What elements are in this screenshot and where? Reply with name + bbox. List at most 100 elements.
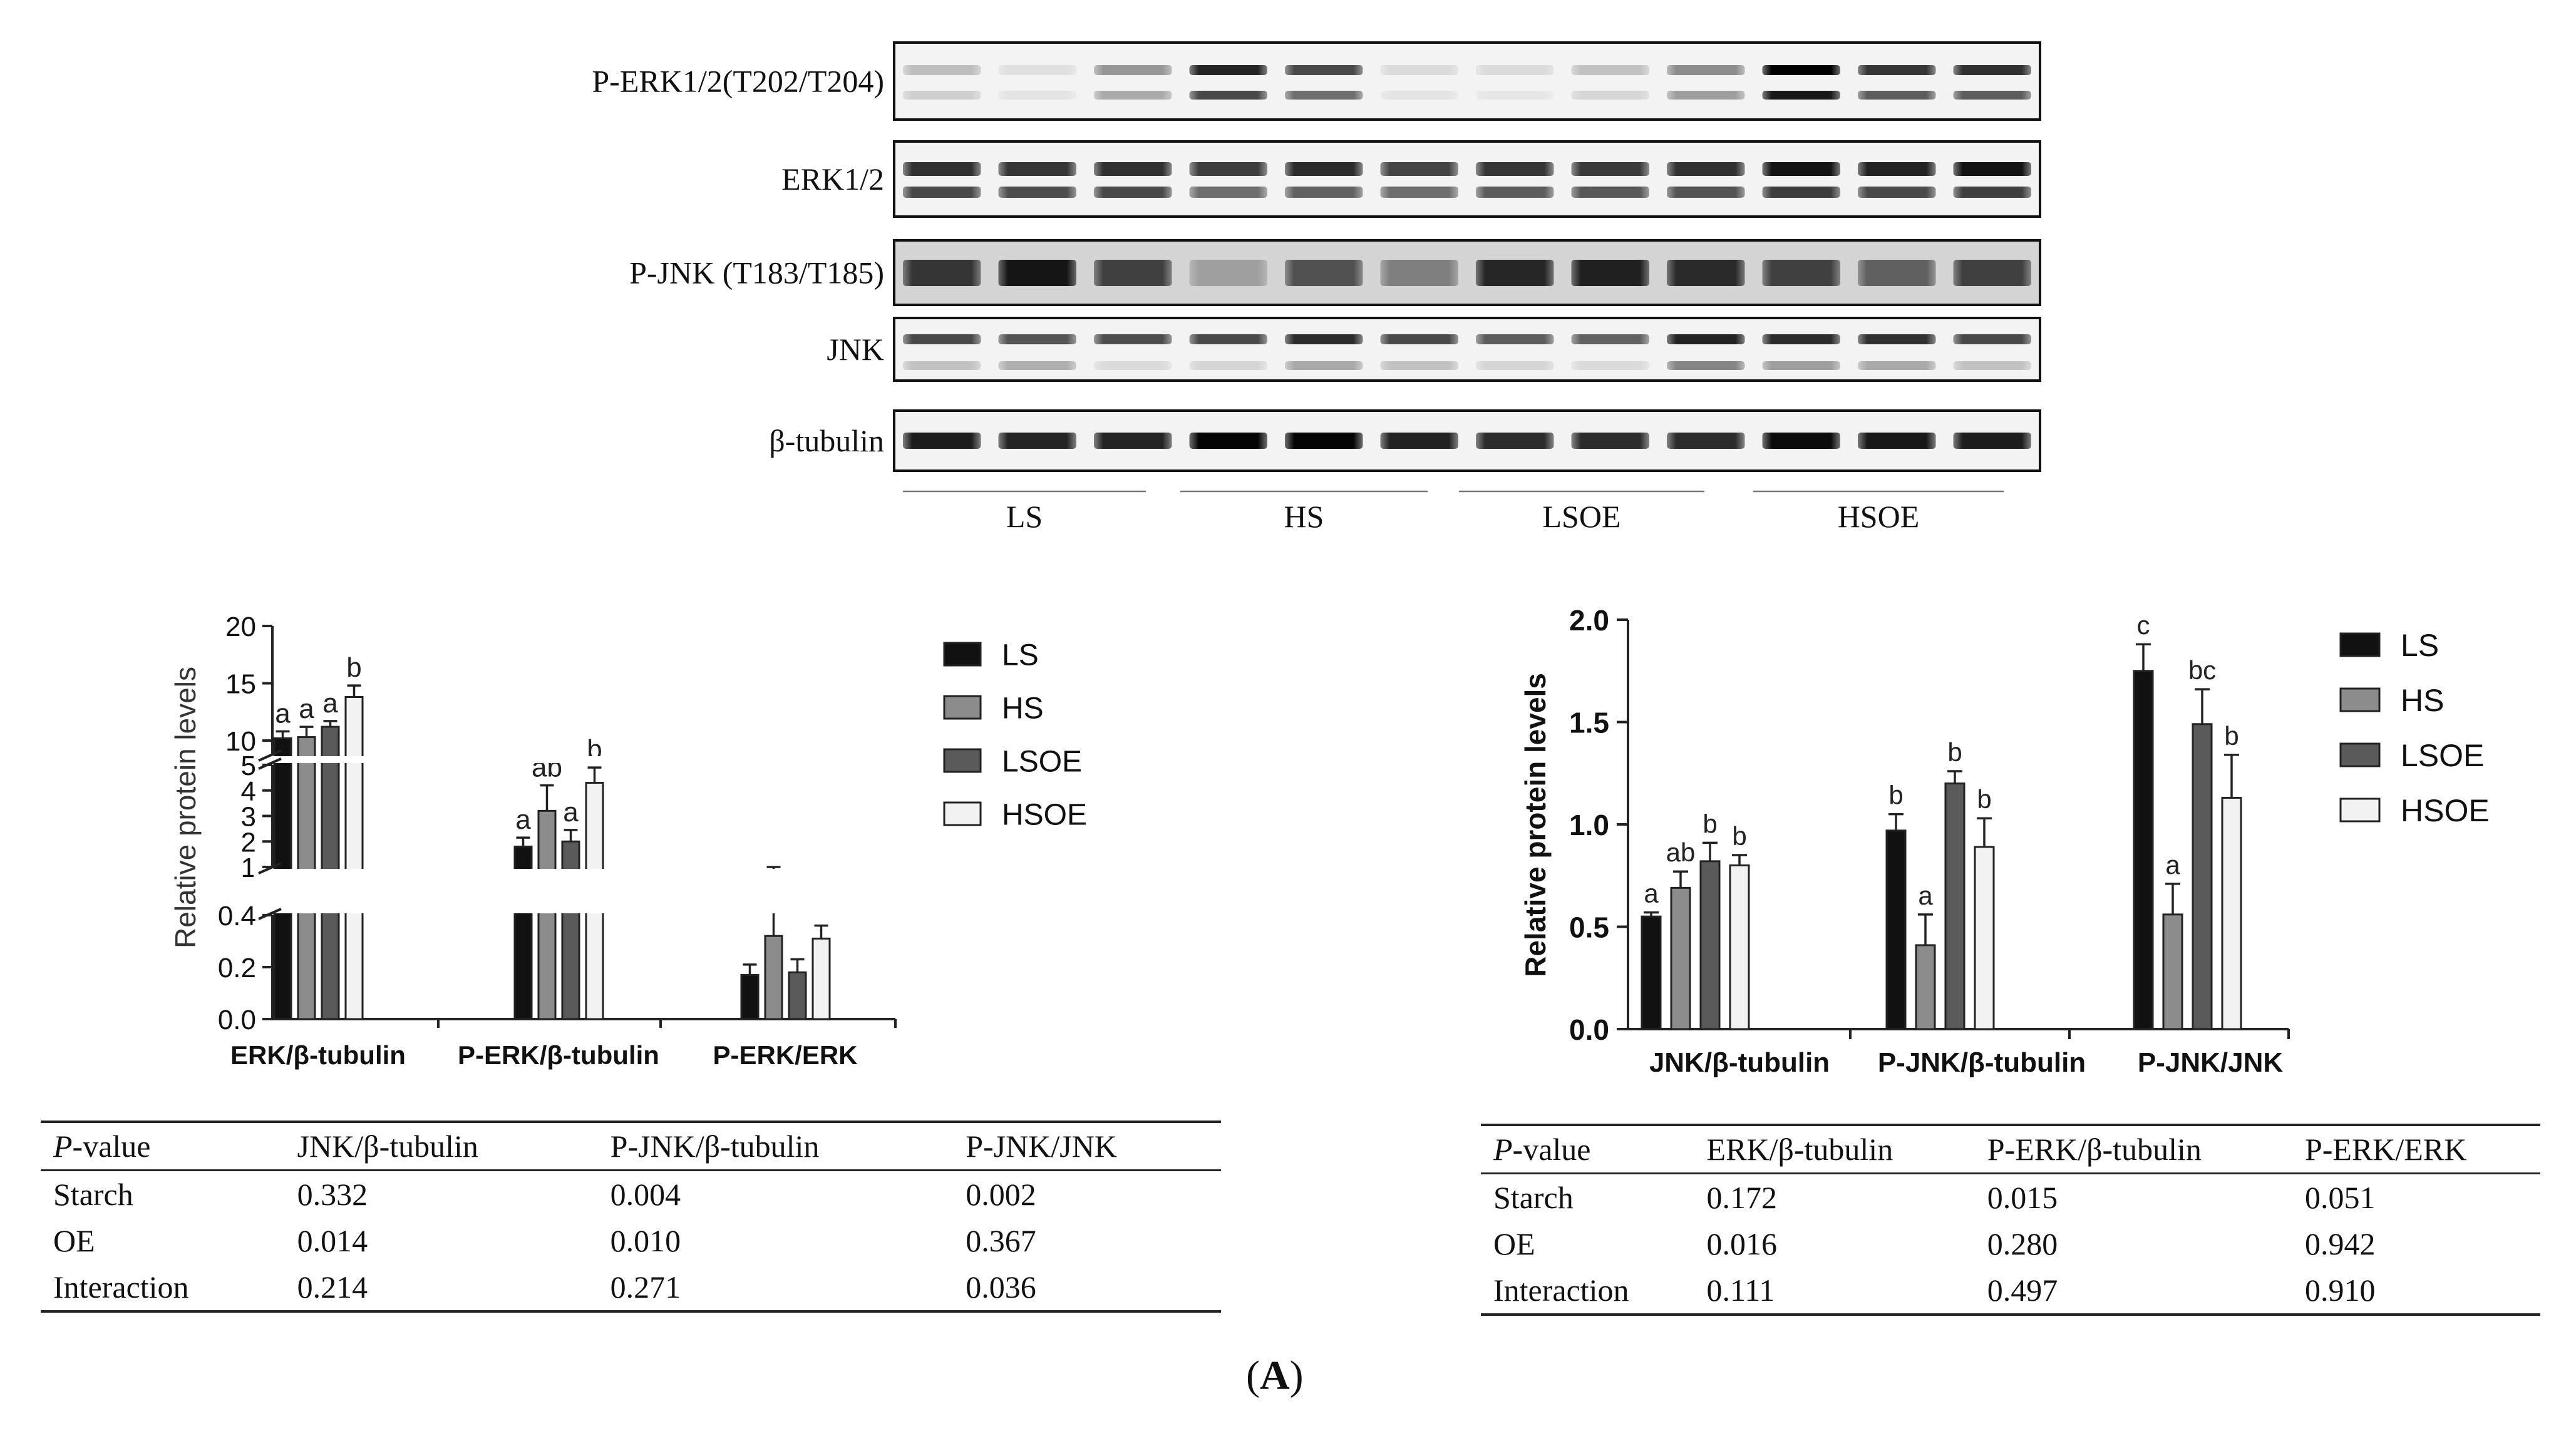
table-cell: 0.172 bbox=[1706, 1180, 1778, 1215]
blot-band bbox=[1953, 260, 2031, 286]
error-bar bbox=[323, 720, 337, 727]
blot-band bbox=[1285, 187, 1363, 198]
legend-item: LSOE bbox=[943, 745, 1082, 778]
y-tick-label: 4 bbox=[241, 776, 256, 807]
y-tick-label: 2 bbox=[241, 827, 256, 858]
legend-label: HS bbox=[1002, 692, 1044, 725]
legend-label: HSOE bbox=[2401, 793, 2490, 828]
error-bar bbox=[299, 726, 314, 737]
error-bar bbox=[1977, 817, 1992, 847]
blot-band bbox=[1858, 361, 1936, 370]
bar bbox=[1915, 944, 1936, 1030]
bar-rect bbox=[1885, 829, 1907, 1030]
table-cell: 0.004 bbox=[610, 1177, 681, 1212]
blot-band bbox=[1762, 260, 1840, 286]
blot-band bbox=[998, 65, 1076, 75]
column-header: P-ERK/ERK bbox=[2304, 1132, 2467, 1167]
legend-swatch bbox=[2339, 742, 2381, 767]
bar-rect bbox=[2133, 670, 2154, 1030]
column-header: P-ERK/β-tubulin bbox=[1987, 1132, 2202, 1167]
legend-swatch bbox=[2339, 687, 2381, 712]
blot-band bbox=[1380, 91, 1458, 100]
significance-letter: b bbox=[1703, 809, 1717, 838]
legend-swatch bbox=[943, 642, 982, 667]
bar bbox=[1885, 829, 1907, 1030]
table-cell: 0.910 bbox=[2304, 1273, 2376, 1308]
blot-band bbox=[903, 162, 981, 176]
blot-band bbox=[1189, 162, 1267, 176]
row-label: OE bbox=[1493, 1226, 1535, 1261]
x-tick-label: P-JNK/JNK bbox=[2138, 1047, 2283, 1078]
blot-band bbox=[1571, 162, 1649, 176]
table-cell: 0.016 bbox=[1706, 1226, 1778, 1261]
bar bbox=[1670, 886, 1691, 1030]
table-row: OE 0.016 0.280 0.942 bbox=[1481, 1221, 2540, 1267]
error-bar bbox=[2224, 754, 2239, 798]
y-tick-label: 5 bbox=[241, 751, 256, 781]
blot-band bbox=[998, 187, 1076, 198]
axis-break-gap bbox=[254, 869, 880, 913]
legend-label: HS bbox=[2401, 683, 2444, 718]
x-tick-label: P-JNK/β-tubulin bbox=[1878, 1047, 2086, 1078]
blot-band bbox=[1476, 65, 1554, 75]
table-cell: 0.942 bbox=[2304, 1226, 2376, 1261]
table-row: Starch 0.332 0.004 0.002 bbox=[41, 1171, 1221, 1218]
blot-band bbox=[1380, 187, 1458, 198]
error-bar bbox=[814, 924, 828, 939]
bar bbox=[1974, 846, 1995, 1030]
blot-band bbox=[1953, 334, 2031, 344]
significance-letter: a bbox=[275, 698, 291, 729]
blot-band bbox=[1094, 162, 1172, 176]
bar-rect bbox=[1641, 915, 1662, 1030]
axis-break-gap bbox=[254, 756, 880, 763]
blot-band bbox=[998, 260, 1076, 286]
y-axis-label: Relative protein levels bbox=[1519, 673, 1552, 977]
table-cell: 0.002 bbox=[966, 1177, 1036, 1212]
table-cell: 0.332 bbox=[297, 1177, 368, 1212]
table-cell: 0.214 bbox=[297, 1269, 368, 1305]
x-tick-label: P-ERK/β-tubulin bbox=[458, 1040, 659, 1070]
blot-band bbox=[1476, 334, 1554, 344]
legend-item: HS bbox=[943, 692, 1044, 725]
blot-band bbox=[1858, 91, 1936, 100]
blot-band bbox=[1667, 433, 1745, 449]
significance-letter: b bbox=[1732, 821, 1746, 851]
blot-band bbox=[1189, 91, 1267, 100]
bar bbox=[2133, 670, 2154, 1030]
error-bar bbox=[743, 963, 757, 975]
table-header-row: P-value ERK/β-tubulin P-ERK/β-tubulin P-… bbox=[1481, 1125, 2540, 1174]
bar bbox=[788, 971, 807, 1020]
group-label: HSOE bbox=[1838, 499, 1920, 534]
table-row: Interaction 0.214 0.271 0.036 bbox=[41, 1264, 1221, 1311]
blot-band bbox=[1762, 162, 1840, 176]
blot-band bbox=[1476, 260, 1554, 286]
blot-band bbox=[903, 433, 981, 449]
blot-band bbox=[1571, 187, 1649, 198]
blot-band bbox=[1762, 361, 1840, 370]
blot-band bbox=[1858, 260, 1936, 286]
significance-letter: a bbox=[563, 797, 579, 828]
table-header-row: P-value JNK/β-tubulin P-JNK/β-tubulin P-… bbox=[41, 1122, 1221, 1171]
row-label: Starch bbox=[1493, 1180, 1574, 1215]
error-bar bbox=[516, 836, 530, 847]
blot-band bbox=[903, 361, 981, 370]
error-bar bbox=[1888, 813, 1904, 831]
blot-band bbox=[1953, 162, 2031, 176]
row-label: OE bbox=[53, 1223, 95, 1258]
column-header: P-JNK/β-tubulin bbox=[610, 1129, 820, 1164]
table-row: Interaction 0.111 0.497 0.910 bbox=[1481, 1267, 2540, 1315]
blot-band bbox=[1380, 361, 1458, 370]
y-tick-label: 1.0 bbox=[1569, 809, 1609, 841]
legend-swatch bbox=[943, 748, 982, 773]
error-bar bbox=[1947, 770, 1962, 784]
blot-band bbox=[1094, 361, 1172, 370]
bar bbox=[2192, 723, 2213, 1030]
bar-rect bbox=[1670, 886, 1691, 1030]
bar-rect bbox=[1944, 782, 1965, 1030]
blot-band bbox=[903, 65, 981, 75]
y-tick-label: 15 bbox=[225, 669, 256, 700]
blot-band bbox=[1571, 91, 1649, 100]
